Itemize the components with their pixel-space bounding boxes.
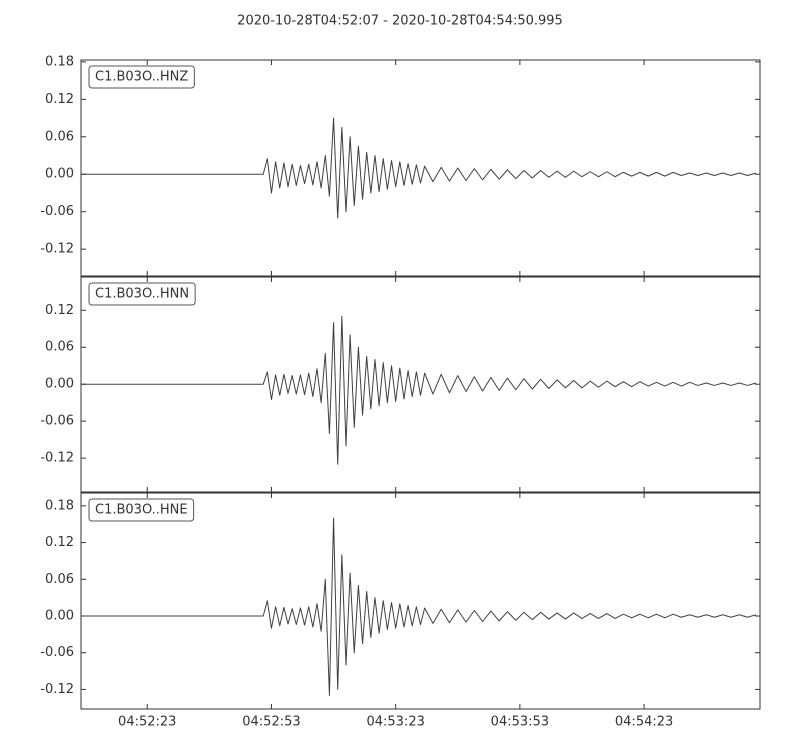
x-tick-label: 04:53:23 xyxy=(366,715,424,730)
y-tick-label: -0.06 xyxy=(40,645,74,660)
y-tick-label: 0.00 xyxy=(45,608,74,623)
plot-area xyxy=(81,117,757,219)
plot-area xyxy=(81,517,757,697)
panel-frame xyxy=(80,276,761,493)
plot-area xyxy=(81,315,757,465)
y-tick-label: -0.12 xyxy=(40,682,74,697)
trace-label-box xyxy=(88,65,195,89)
figure-title: 2020-10-28T04:52:07 - 2020-10-28T04:54:5… xyxy=(237,14,563,29)
y-tick-label: -0.06 xyxy=(40,204,74,219)
y-tick-label: -0.12 xyxy=(40,451,74,466)
y-tick-label: 0.06 xyxy=(45,340,74,355)
trace-label: C1.B03O..HNN xyxy=(95,287,189,302)
y-tick-label: 0.18 xyxy=(45,498,74,513)
y-tick-label: 0.00 xyxy=(45,167,74,182)
y-tick-label: 0.00 xyxy=(45,377,74,392)
waveform xyxy=(81,117,757,219)
trace-label-box xyxy=(88,498,195,522)
waveform xyxy=(81,517,757,697)
y-tick-label: -0.06 xyxy=(40,414,74,429)
x-tick-label: 04:52:53 xyxy=(242,715,300,730)
trace-label-box xyxy=(88,282,196,306)
waveform xyxy=(81,315,757,465)
x-tick-label: 04:53:53 xyxy=(491,715,549,730)
y-tick-label: -0.12 xyxy=(40,242,74,257)
x-tick-label: 04:52:23 xyxy=(118,715,176,730)
panel-frame xyxy=(80,492,761,710)
y-tick-label: 0.18 xyxy=(45,54,74,69)
trace-label: C1.B03O..HNE xyxy=(95,503,188,518)
y-tick-label: 0.12 xyxy=(45,92,74,107)
x-tick-label: 04:54:23 xyxy=(615,715,673,730)
y-tick-label: 0.12 xyxy=(45,535,74,550)
panel-frame xyxy=(80,59,761,277)
trace-label: C1.B03O..HNZ xyxy=(95,70,188,85)
y-tick-label: 0.06 xyxy=(45,572,74,587)
y-tick-label: 0.06 xyxy=(45,129,74,144)
y-tick-label: 0.12 xyxy=(45,303,74,318)
